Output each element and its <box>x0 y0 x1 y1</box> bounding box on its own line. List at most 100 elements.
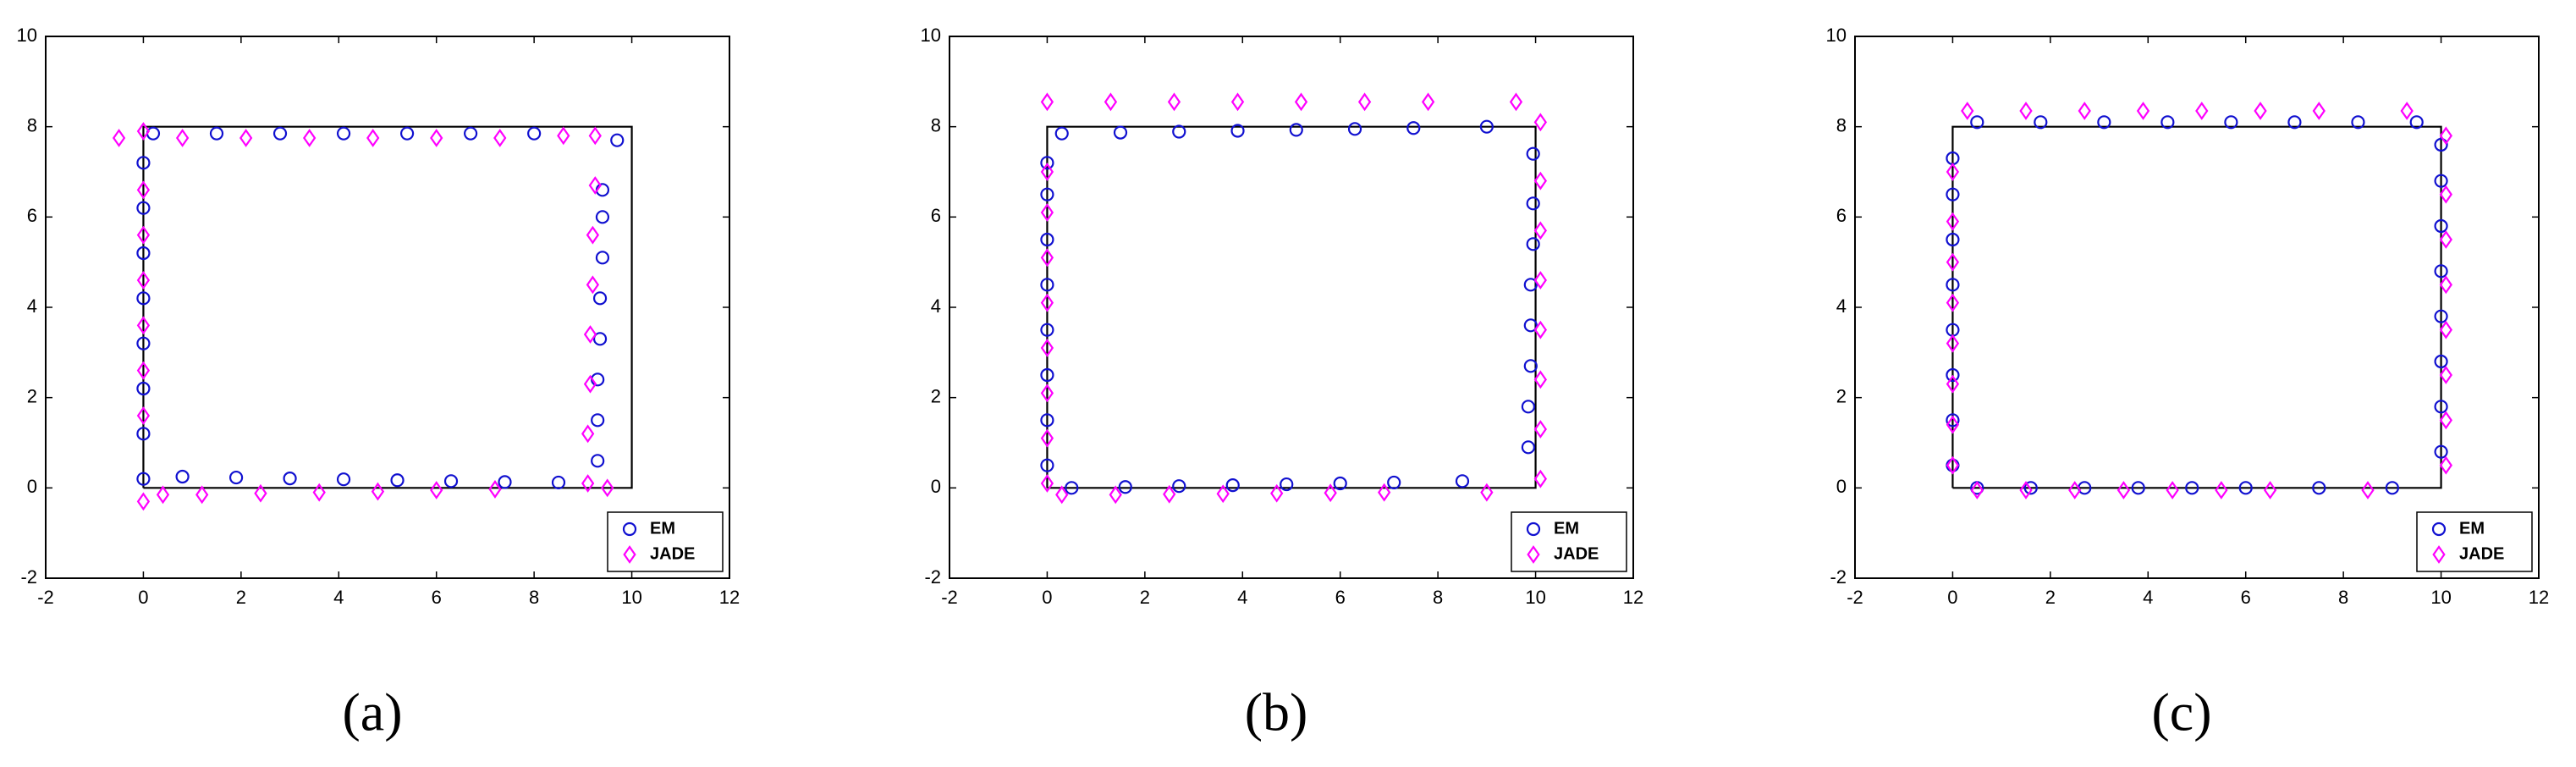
legend-marker <box>623 545 636 564</box>
scatter-point <box>591 454 605 468</box>
scatter-point <box>2019 481 2033 499</box>
scatter-point <box>2136 102 2150 120</box>
scatter-point <box>2434 264 2448 279</box>
x-tick-label: -2 <box>37 587 54 608</box>
scatter-point <box>1040 474 1054 493</box>
scatter-point <box>2131 481 2145 495</box>
scatter-point <box>1387 475 1401 490</box>
scatter-point <box>1347 122 1362 136</box>
scatter-point <box>1946 293 1960 312</box>
x-tick-label: 6 <box>432 587 442 608</box>
scatter-point <box>588 126 602 146</box>
x-tick-label: 0 <box>138 587 148 608</box>
scatter-point <box>557 126 570 146</box>
scatter-point <box>2195 102 2209 120</box>
scatter-point <box>1118 480 1132 494</box>
scatter-point <box>1040 413 1054 428</box>
scatter-point <box>1946 455 1960 475</box>
scatter-point <box>493 129 507 147</box>
scatter-point <box>1946 187 1960 201</box>
y-tick-label: 10 <box>921 25 941 46</box>
scatter-point <box>371 482 385 501</box>
scatter-point <box>1333 476 1347 491</box>
scatter-point <box>551 475 566 490</box>
scatter-point <box>527 126 542 141</box>
axes-frame <box>949 36 1634 579</box>
legend-label: EM <box>1554 519 1579 538</box>
scatter-point <box>390 473 405 488</box>
scatter-point <box>1040 384 1054 403</box>
scatter-point <box>1970 481 1984 499</box>
scatter-point <box>430 481 443 499</box>
legend-label: JADE <box>650 544 695 563</box>
scatter-point <box>1946 415 1960 434</box>
scatter-point <box>2434 174 2448 188</box>
legend-label: EM <box>2459 519 2485 538</box>
scatter-point <box>586 275 600 295</box>
y-tick-label: 4 <box>1836 295 1847 317</box>
scatter-point <box>443 474 459 488</box>
scatter-point <box>1054 126 1069 141</box>
scatter-point <box>2224 115 2238 130</box>
scatter-point <box>583 374 597 394</box>
scatter-point <box>1104 92 1118 112</box>
y-tick-label: 4 <box>27 295 37 317</box>
scatter-point <box>1040 187 1054 201</box>
scatter-point <box>1946 374 1960 394</box>
scatter-point <box>2434 400 2448 414</box>
scatter-point <box>136 291 151 306</box>
scatter-point <box>2409 115 2424 130</box>
scatter-point <box>2400 102 2414 120</box>
scatter-point <box>136 381 151 396</box>
y-tick-label: 0 <box>27 476 37 497</box>
scatter-point <box>303 129 316 147</box>
scatter-point <box>1172 124 1186 139</box>
y-tick-label: 4 <box>931 295 941 317</box>
scatter-point <box>272 126 288 141</box>
scatter-point <box>591 413 605 428</box>
scatter-point <box>1533 420 1547 439</box>
reference-outline <box>1951 125 2442 489</box>
scatter-point <box>464 126 478 141</box>
scatter-point <box>1946 367 1960 383</box>
y-tick-label: 8 <box>931 114 941 135</box>
legend-marker <box>1526 521 1541 537</box>
scatter-point <box>1040 232 1054 247</box>
scatter-point <box>1533 320 1547 339</box>
y-tick-label: -2 <box>20 566 37 588</box>
x-tick-label: 4 <box>333 587 344 608</box>
scatter-point <box>1163 484 1176 504</box>
scatter-point <box>2434 218 2448 234</box>
scatter-point <box>228 470 244 485</box>
scatter-point <box>1970 115 1984 130</box>
x-tick-label: 0 <box>1947 587 1957 608</box>
scatter-point <box>1946 278 1960 292</box>
scatter-point <box>1040 156 1054 170</box>
scatter-point <box>1324 483 1337 503</box>
x-tick-label: 6 <box>2241 587 2251 608</box>
scatter-point <box>2097 115 2111 130</box>
scatter-point <box>136 201 151 215</box>
scatter-point <box>336 472 351 487</box>
scatter-point <box>136 492 151 511</box>
scatter-point <box>2434 354 2448 369</box>
panel-caption: (c) <box>2151 682 2211 742</box>
scatter-point <box>2439 126 2452 146</box>
scatter-point <box>112 129 126 147</box>
scatter-point <box>136 472 151 486</box>
x-tick-label: 10 <box>621 587 641 608</box>
scatter-point <box>2439 320 2452 339</box>
scatter-point <box>586 225 600 245</box>
scatter-point <box>1946 232 1960 247</box>
scatter-point <box>2215 481 2228 499</box>
panel: -2 0 2 4 6 8 10 12 -2 0 2 4 6 8 10 EM JADE (c) <box>1826 25 2550 742</box>
scatter-point <box>2439 366 2452 384</box>
scatter-point <box>581 474 595 493</box>
scatter-point <box>1040 428 1054 448</box>
scatter-point <box>1289 123 1303 137</box>
scatter-point <box>1055 485 1069 505</box>
y-tick-label: 6 <box>931 205 941 226</box>
scatter-point <box>1509 92 1523 112</box>
scatter-point <box>1521 400 1536 414</box>
scatter-point <box>1455 474 1470 488</box>
